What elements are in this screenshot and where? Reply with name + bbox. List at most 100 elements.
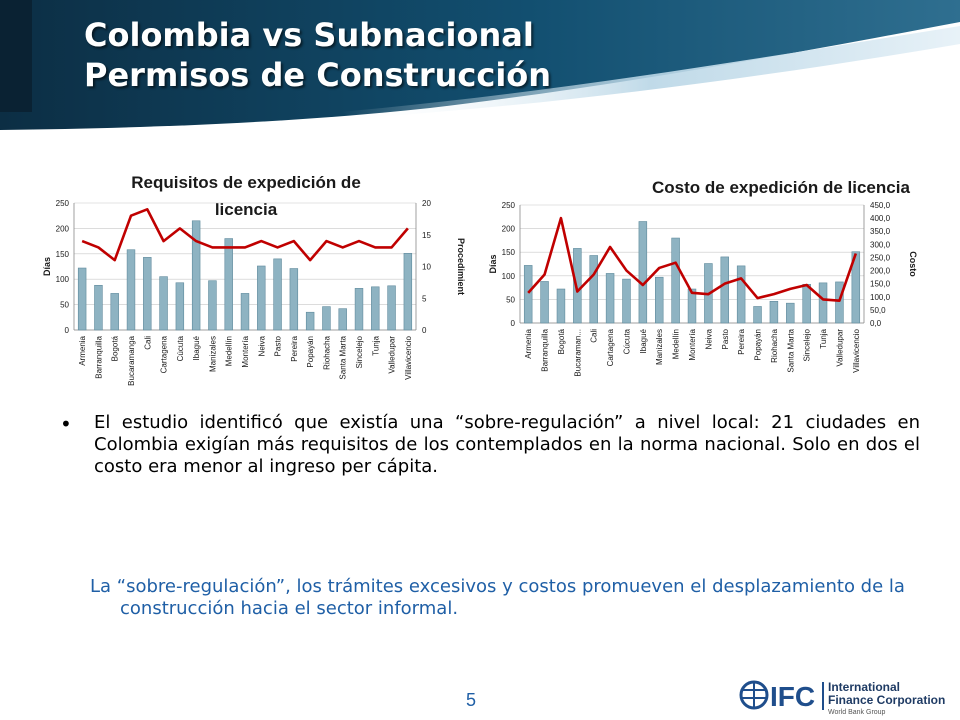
x-tick-label: Bucaramanga xyxy=(127,335,136,385)
x-tick-label: Pasto xyxy=(274,335,283,356)
conclusion-paragraph: La “sobre-regulación”, los trámites exce… xyxy=(90,576,905,619)
bar-17 xyxy=(338,308,347,331)
x-tick-label: Armenia xyxy=(524,328,533,358)
x-tick-label: Sincelejo xyxy=(355,335,364,368)
logo-name-line2: Finance Corporation xyxy=(828,693,945,707)
x-tick-label: Barranquilla xyxy=(94,335,103,378)
x-tick-label: Villavicencio xyxy=(852,328,861,372)
bar-19 xyxy=(818,282,828,324)
x-tick-label: Medellín xyxy=(672,329,681,359)
x-tick-label: Cúcuta xyxy=(176,335,185,361)
y2-tick-label: 0 xyxy=(422,326,427,335)
bullet-paragraph: • El estudio identificó que existía una … xyxy=(60,412,920,478)
bar-10 xyxy=(671,237,680,324)
x-tick-label: Cali xyxy=(590,329,599,343)
y-tick-label: 200 xyxy=(56,224,70,233)
x-tick-label: Cali xyxy=(143,336,152,350)
bar-5 xyxy=(589,255,598,324)
bar-2 xyxy=(94,284,103,331)
y2-tick-label: 50,0 xyxy=(870,306,886,315)
x-tick-label: Armenia xyxy=(78,335,87,365)
chart-requisitos-svg: Requisitos de expedición delicencia05010… xyxy=(42,173,466,386)
bar-12 xyxy=(257,265,266,331)
bar-18 xyxy=(354,288,364,331)
x-tick-label: Manizales xyxy=(208,336,217,372)
bar-9 xyxy=(655,276,664,324)
page-number: 5 xyxy=(466,690,477,710)
ifc-logo: IFC International Finance Corporation Wo… xyxy=(739,680,945,716)
bar-14 xyxy=(289,268,299,331)
y-tick-label: 250 xyxy=(56,199,70,208)
y-tick-label: 100 xyxy=(56,275,70,284)
x-tick-label: Cartagena xyxy=(606,328,615,366)
logo-mark: IFC xyxy=(770,681,815,712)
x-tick-label: Manizales xyxy=(655,329,664,365)
bar-6 xyxy=(605,273,615,324)
conclusion-text: La “sobre-regulación”, los trámites exce… xyxy=(60,576,920,620)
y2-tick-label: 250,0 xyxy=(870,253,891,262)
bar-5 xyxy=(143,257,152,331)
y-tick-label: 200 xyxy=(502,225,516,234)
chart-requisitos: Requisitos de expedición de licencia 0 50 10… xyxy=(30,160,470,410)
x-tick-label: Pereira xyxy=(290,335,299,361)
x-tick-label: Pasto xyxy=(721,328,730,349)
series-line xyxy=(81,208,409,262)
chart-costo-svg: Costo de expedición de licencia 0 50 100 150… xyxy=(488,178,918,377)
x-tick-label: Popayán xyxy=(306,336,315,368)
chart-title: Costo de expedición de licencia xyxy=(652,178,910,197)
bar-11 xyxy=(687,288,697,324)
x-tick-label: Tunja xyxy=(819,328,828,348)
x-tick-label: Ibagué xyxy=(639,328,648,353)
bar-3 xyxy=(110,293,119,331)
bar-10 xyxy=(224,238,233,331)
x-tick-label: Medellín xyxy=(225,336,234,366)
y-tick-label: 50 xyxy=(60,301,69,310)
y2-tick-label: 450,0 xyxy=(870,201,891,210)
y2-tick-label: 0,0 xyxy=(870,319,882,328)
logo-name-line1: International xyxy=(828,680,900,694)
logo-sub: World Bank Group xyxy=(828,709,886,716)
bar-11 xyxy=(240,293,250,331)
x-tick-label: Bogotá xyxy=(111,335,120,361)
chart-title-line-2: licencia xyxy=(215,200,278,219)
y-tick-label: 100 xyxy=(502,272,516,281)
x-tick-label: Riohacha xyxy=(770,328,779,362)
y2-tick-label: 10 xyxy=(422,263,431,272)
x-tick-label: Bogotá xyxy=(557,328,566,354)
x-tick-label: Santa Marta xyxy=(786,328,795,372)
bar-15 xyxy=(753,306,762,324)
bullet-dot-icon: • xyxy=(60,412,72,436)
bar-4 xyxy=(126,249,136,331)
x-tick-label: Cartagena xyxy=(160,335,169,373)
bar-1 xyxy=(77,267,87,331)
bar-13 xyxy=(273,258,282,331)
x-tick-label: Santa Marta xyxy=(339,335,348,379)
y2-tick-label: 350,0 xyxy=(870,227,891,236)
page-title-line-1: Colombia vs Subnacional xyxy=(84,16,534,54)
x-tick-label: Barranquilla xyxy=(541,328,550,371)
y-axis-label: Días xyxy=(488,254,498,273)
y2-tick-label: 300,0 xyxy=(870,240,891,249)
bar-16 xyxy=(769,300,779,324)
y-tick-label: 50 xyxy=(506,295,515,304)
bar-2 xyxy=(540,281,549,324)
x-tick-label: Riohacha xyxy=(322,335,331,369)
bar-21 xyxy=(851,251,861,324)
y2-axis-label: Costo xyxy=(908,251,918,277)
x-tick-label: Tunja xyxy=(371,335,380,355)
y-tick-label: 0 xyxy=(65,326,70,335)
y2-tick-label: 400,0 xyxy=(870,214,891,223)
y2-tick-label: 15 xyxy=(422,231,431,240)
y2-tick-label: 5 xyxy=(422,294,427,303)
chart-title-line-1: Requisitos de expedición de xyxy=(131,173,361,192)
x-tick-label: Popayán xyxy=(754,329,763,361)
y-tick-label: 150 xyxy=(56,250,70,259)
y2-axis-label: Procedimient xyxy=(456,238,466,295)
bar-1 xyxy=(523,265,533,324)
bar-9 xyxy=(208,280,217,331)
y-axis-label: Días xyxy=(42,257,52,276)
page-title-line-2: Permisos de Construcción xyxy=(84,56,552,94)
bar-3 xyxy=(556,288,566,324)
y-tick-label: 250 xyxy=(502,201,516,210)
y2-tick-label: 100,0 xyxy=(870,293,891,302)
